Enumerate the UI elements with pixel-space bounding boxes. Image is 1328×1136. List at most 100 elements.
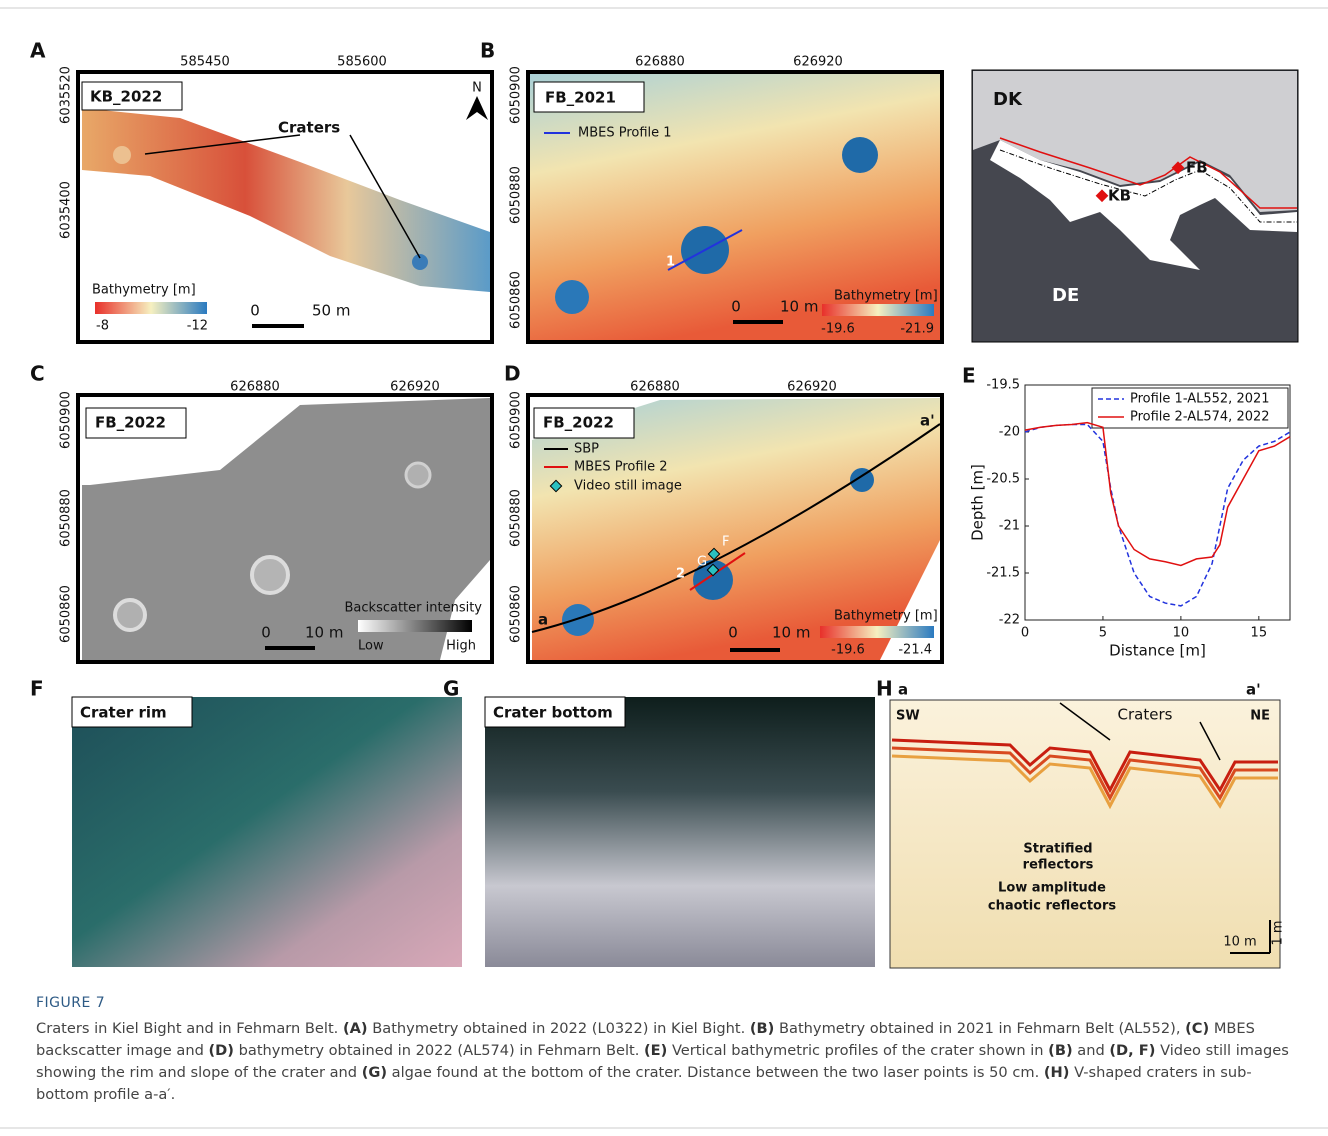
caption: FIGURE 7 Craters in Kiel Bight and in Fe… bbox=[36, 992, 1298, 1106]
colorbar bbox=[820, 626, 934, 638]
caption-ref: (H) bbox=[1044, 1064, 1070, 1081]
label: H bbox=[876, 677, 893, 701]
caption-part: bathymetry obtained in 2022 (AL574) in F… bbox=[239, 1042, 640, 1059]
colorbar bbox=[358, 620, 472, 632]
x-tick-label: 0 bbox=[1021, 626, 1029, 641]
caption-intro: Craters in Kiel Bight and in Fehmarn Bel… bbox=[36, 1020, 338, 1037]
x-tick-label: 10 bbox=[1173, 626, 1190, 641]
label: SBP bbox=[574, 442, 599, 457]
caption-ref: (G) bbox=[362, 1064, 387, 1081]
legend-label: Profile 2-AL574, 2022 bbox=[1130, 410, 1270, 425]
crater bbox=[555, 280, 589, 314]
label: Bathymetry [m] bbox=[92, 283, 196, 298]
label: 626880 bbox=[635, 55, 685, 70]
y-tick-label: -22 bbox=[999, 613, 1020, 628]
label: Depth [m] bbox=[969, 464, 987, 541]
label: G bbox=[443, 677, 459, 701]
label: a bbox=[898, 681, 908, 699]
seismic-image bbox=[890, 700, 1280, 968]
figure: A58545058560060355206035400KB_2022Crater… bbox=[0, 0, 1328, 1136]
label: a' bbox=[920, 412, 935, 430]
label: 1 bbox=[666, 255, 675, 270]
caption-ref: (A) bbox=[343, 1020, 368, 1037]
label: F bbox=[30, 677, 44, 701]
label: Craters bbox=[1118, 706, 1173, 724]
label: B bbox=[480, 39, 495, 63]
label: Bathymetry [m] bbox=[834, 609, 938, 624]
crater bbox=[115, 600, 145, 630]
label: SW bbox=[896, 709, 920, 724]
crater bbox=[406, 463, 430, 487]
crater bbox=[562, 604, 594, 636]
caption-ref: (D, F) bbox=[1109, 1042, 1155, 1059]
label: 0 bbox=[261, 624, 271, 642]
label: 1 m bbox=[1271, 920, 1286, 945]
y-tick-label: -20.5 bbox=[986, 472, 1020, 487]
label: 10 m bbox=[305, 624, 343, 642]
label: a bbox=[538, 611, 548, 629]
y-tick-label: -21.5 bbox=[986, 566, 1020, 581]
label: F bbox=[722, 535, 729, 550]
label: 2 bbox=[676, 567, 685, 582]
label: 626920 bbox=[390, 380, 440, 395]
label: 585450 bbox=[180, 55, 230, 70]
caption-ref: (B) bbox=[750, 1020, 774, 1037]
label: A bbox=[30, 39, 46, 63]
label: Distance [m] bbox=[1109, 642, 1206, 660]
label: NE bbox=[1250, 709, 1270, 724]
label: G bbox=[697, 555, 707, 570]
x-tick-label: 15 bbox=[1251, 626, 1268, 641]
caption-text: Craters in Kiel Bight and in Fehmarn Bel… bbox=[36, 1018, 1298, 1106]
caption-ref: (E) bbox=[644, 1042, 667, 1059]
label: 6050860 bbox=[509, 271, 524, 329]
caption-part: Bathymetry obtained in 2021 in Fehmarn B… bbox=[779, 1020, 1180, 1037]
label: -12 bbox=[187, 319, 208, 334]
label: -21.9 bbox=[900, 322, 934, 337]
crater bbox=[252, 557, 288, 593]
label: a' bbox=[1246, 681, 1261, 699]
caption-part: algae found at the bottom of the crater.… bbox=[392, 1064, 1040, 1081]
crater bbox=[412, 254, 428, 270]
label: 6050860 bbox=[509, 585, 524, 643]
crater bbox=[113, 146, 131, 164]
label: 585600 bbox=[337, 55, 387, 70]
label: 6050900 bbox=[509, 66, 524, 124]
label: FB_2022 bbox=[95, 414, 166, 432]
label: 10 m bbox=[772, 624, 810, 642]
caption-ref: (B) bbox=[1048, 1042, 1072, 1059]
label: 50 m bbox=[312, 302, 350, 320]
label: E bbox=[962, 364, 976, 388]
label: -21.4 bbox=[898, 643, 932, 658]
label: FB_2021 bbox=[545, 89, 616, 107]
page: A58545058560060355206035400KB_2022Crater… bbox=[0, 0, 1328, 1136]
caption-part: Vertical bathymetric profiles of the cra… bbox=[672, 1042, 1044, 1059]
label: N bbox=[472, 81, 482, 96]
label: 626880 bbox=[230, 380, 280, 395]
caption-ref: (D) bbox=[209, 1042, 234, 1059]
photo bbox=[485, 697, 875, 967]
colorbar bbox=[822, 304, 934, 316]
label: Bathymetry [m] bbox=[834, 289, 938, 304]
label: C bbox=[30, 362, 45, 386]
label: FB_2022 bbox=[543, 414, 614, 432]
label: -19.6 bbox=[831, 643, 865, 658]
label: 0 bbox=[250, 302, 260, 320]
label: KB bbox=[1108, 187, 1131, 205]
label: KB_2022 bbox=[90, 88, 162, 106]
label: 6035400 bbox=[59, 181, 74, 239]
photo bbox=[72, 697, 462, 967]
label: -19.6 bbox=[821, 322, 855, 337]
label: FB bbox=[1186, 159, 1208, 177]
y-tick-label: -20 bbox=[999, 425, 1020, 440]
crater bbox=[842, 137, 878, 173]
label: Craters bbox=[278, 119, 340, 137]
label: -8 bbox=[96, 319, 109, 334]
label: Stratified bbox=[1023, 842, 1092, 857]
label: 0 bbox=[731, 298, 741, 316]
label: 6050880 bbox=[509, 166, 524, 224]
label: Backscatter intensity bbox=[345, 601, 483, 616]
label: 6050900 bbox=[59, 391, 74, 449]
label: Crater rim bbox=[80, 704, 167, 722]
x-tick-label: 5 bbox=[1099, 626, 1107, 641]
y-tick-label: -21 bbox=[999, 519, 1020, 534]
